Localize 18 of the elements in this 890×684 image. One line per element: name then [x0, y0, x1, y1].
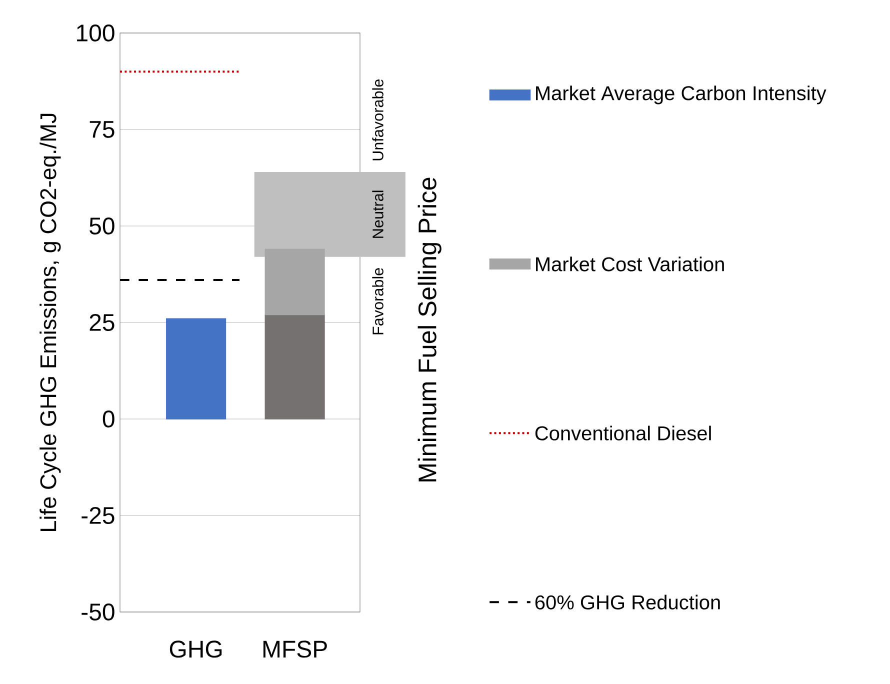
text: Unfavorable	[372, 79, 384, 160]
legend-label: Market Average Carbon Intensity	[536, 86, 826, 104]
x-tick-label: GHG	[170, 640, 222, 658]
y-tick-label: 0	[102, 410, 114, 428]
x-tick-label: MFSP	[263, 640, 327, 658]
y-axis-title: Life Cycle GHG Emissions, g CO2-eq./MJ	[40, 114, 61, 531]
legend-label: Conventional Diesel	[535, 426, 711, 440]
y-tick-label: -50	[82, 603, 114, 620]
text: Favorable	[372, 268, 384, 334]
y-tick-label: 75	[90, 121, 114, 138]
y-tick-label: 50	[90, 217, 114, 234]
y2-axis-title: Minimum Fuel Selling Price	[418, 178, 442, 482]
y-tick-label: 100	[77, 24, 114, 42]
band-label: Neutral	[372, 190, 384, 238]
y-tick-label: 25	[90, 314, 114, 331]
legend-label: 60% GHG Reduction	[535, 594, 720, 610]
y-tick-label: -25	[82, 506, 114, 524]
legend-label: Market Cost Variation	[536, 256, 724, 272]
